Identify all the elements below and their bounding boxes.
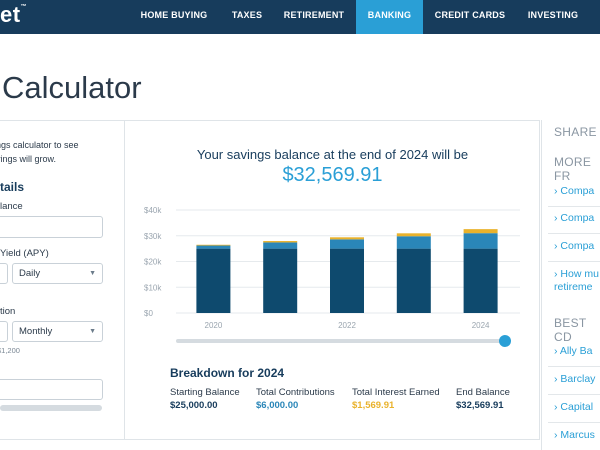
bar-segment <box>330 248 364 313</box>
contribution-hint: $1,200 <box>0 346 20 355</box>
compound-frequency-select[interactable]: Daily ▼ <box>12 263 103 284</box>
chevron-down-icon: ▼ <box>89 328 96 335</box>
bar-segment <box>396 236 431 249</box>
sidebar-separator <box>548 422 600 423</box>
more-link-2-label: Compa <box>560 212 595 224</box>
chevron-down-icon: ▼ <box>89 270 96 277</box>
bar-segment <box>463 248 498 313</box>
sidebar-separator <box>548 394 600 395</box>
y-tick-label: $0 <box>144 309 153 318</box>
total-interest-value: $1,569.91 <box>352 400 395 411</box>
bar-segment <box>263 248 298 313</box>
apy-label: Yield (APY) <box>0 248 49 259</box>
bar-segment <box>330 239 364 249</box>
starting-balance-label: Starting Balance <box>170 387 240 398</box>
sidebar-separator <box>548 366 600 367</box>
intro-text: ngs calculator to see vings will grow. <box>0 140 79 164</box>
contribution-frequency-value: Monthly <box>19 326 53 337</box>
sidebar-separator <box>548 233 600 234</box>
years-input[interactable] <box>0 379 103 400</box>
y-tick-label: $10k <box>144 283 162 292</box>
total-contributions-label: Total Contributions <box>256 387 335 398</box>
bar-segment <box>263 241 298 243</box>
y-tick-label: $20k <box>144 258 162 267</box>
bar-segment <box>196 245 231 249</box>
best-link-4-label: Marcus <box>560 429 595 441</box>
total-interest-label: Total Interest Earned <box>352 387 440 398</box>
bar-segment <box>196 248 231 313</box>
more-link-1[interactable]: › Compa <box>554 185 595 197</box>
breakdown-heading: Breakdown for 2024 <box>170 366 285 380</box>
bar-segment <box>463 229 498 234</box>
more-link-1-label: Compa <box>560 185 595 197</box>
y-tick-label: $30k <box>144 232 162 241</box>
bar-segment <box>463 233 498 249</box>
nav-banking[interactable]: BANKING <box>356 0 423 34</box>
apy-input[interactable] <box>0 263 8 284</box>
bar-segment <box>396 248 431 313</box>
details-heading: tails <box>0 180 25 194</box>
sidebar-separator <box>548 261 600 262</box>
more-link-3-label: Compa <box>560 240 595 252</box>
savings-headline: Your savings balance at the end of 2024 … <box>196 147 469 162</box>
sidebar-divider <box>541 120 542 450</box>
bar-segment <box>196 244 231 246</box>
y-tick-label: $40k <box>144 206 162 215</box>
end-balance-amount: $32,569.91 <box>282 164 383 186</box>
nav-investing[interactable]: INVESTING <box>527 10 579 20</box>
contribution-label: tion <box>0 306 16 317</box>
total-contributions-value: $6,000.00 <box>256 400 299 411</box>
best-link-3[interactable]: › Capital <box>554 401 594 413</box>
more-link-4[interactable]: › How mu retireme <box>554 268 599 293</box>
contribution-frequency-select[interactable]: Monthly ▼ <box>12 321 103 342</box>
year-range-track[interactable] <box>176 339 506 343</box>
best-link-2[interactable]: › Barclay <box>554 373 596 385</box>
nav-taxes[interactable]: TAXES <box>231 10 263 20</box>
nav-credit-cards[interactable]: CREDIT CARDS <box>434 10 506 20</box>
best-link-4[interactable]: › Marcus <box>554 429 595 441</box>
best-link-2-label: Barclay <box>560 373 596 385</box>
best-link-1-label: Ally Ba <box>559 345 593 357</box>
bar-segment <box>396 233 431 237</box>
bar-segment <box>263 242 298 249</box>
share-heading: SHARE <box>554 125 597 139</box>
best-link-1[interactable]: › Ally Ba <box>554 345 593 357</box>
page-title: Calculator <box>2 70 142 105</box>
compound-frequency-value: Daily <box>19 268 41 279</box>
year-range-handle[interactable] <box>499 335 511 347</box>
best-cd-heading: BEST CD <box>554 316 587 344</box>
starting-balance-value: $25,000.00 <box>170 400 218 411</box>
logo[interactable]: et™ <box>0 2 28 27</box>
more-link-3[interactable]: › Compa <box>554 240 595 252</box>
x-tick-label: 2024 <box>472 321 490 330</box>
end-balance-value: $32,569.91 <box>456 400 504 411</box>
more-link-4-label: How mu retireme <box>554 268 599 293</box>
x-tick-label: 2020 <box>205 321 223 330</box>
x-tick-label: 2022 <box>338 321 356 330</box>
bar-segment <box>330 237 364 240</box>
top-nav: et™ HOME BUYING TAXES RETIREMENT BANKING… <box>0 0 600 34</box>
sidebar-separator <box>548 206 600 207</box>
panel-divider <box>124 120 125 440</box>
nav-home-buying[interactable]: HOME BUYING <box>140 10 208 20</box>
more-link-2[interactable]: › Compa <box>554 212 595 224</box>
years-slider[interactable] <box>0 405 102 411</box>
contribution-input[interactable] <box>0 321 8 342</box>
balance-label: lance <box>0 201 23 212</box>
panel-bottom-border <box>0 439 540 440</box>
best-link-3-label: Capital <box>560 401 594 413</box>
more-heading: MORE FR <box>554 155 592 183</box>
initial-deposit-input[interactable] <box>0 216 103 238</box>
end-balance-label: End Balance <box>456 387 510 398</box>
savings-bar-chart: $0 $10k $20k $30k $40k 2020 2022 2024 <box>144 206 520 330</box>
nav-retirement[interactable]: RETIREMENT <box>283 10 345 20</box>
